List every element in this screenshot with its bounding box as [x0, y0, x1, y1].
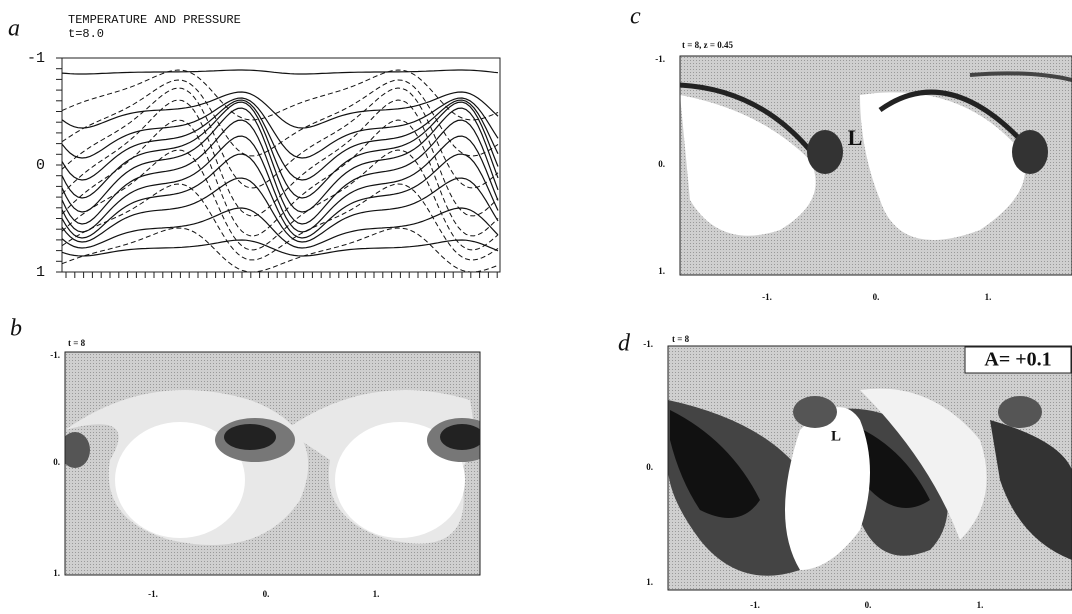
dashed-contour — [62, 99, 499, 217]
x-tick-label: 0. — [865, 600, 872, 610]
dashed-contour — [62, 69, 499, 121]
solid-contour — [62, 153, 499, 239]
x-tick-label: 0. — [263, 589, 270, 599]
x-tick-label: -1. — [148, 589, 158, 599]
x-tick-label: -1. — [750, 600, 760, 610]
y-tick-label: 0 — [36, 157, 45, 174]
y-tick-label: -1. — [50, 350, 60, 360]
dashed-contour — [62, 183, 499, 261]
x-tick-label: 1. — [373, 589, 380, 599]
panel-letter: c — [630, 4, 641, 30]
y-tick-label: 1 — [36, 264, 45, 281]
x-tick-label: 1. — [977, 600, 984, 610]
panel-a: a TEMPERATURE AND PRESSURE t=8.0 -1 0 1 — [8, 13, 501, 281]
y-tick-label: 0. — [53, 457, 60, 467]
dashed-contour — [62, 227, 499, 272]
panel-subtitle: t=8.0 — [68, 27, 104, 41]
contours — [62, 69, 499, 272]
field — [680, 56, 1072, 275]
field — [65, 352, 480, 575]
dashed-contour — [62, 149, 499, 251]
x-tick-label: 0. — [873, 292, 880, 302]
field — [668, 346, 1072, 590]
solid-contour — [62, 119, 499, 225]
dashed-contour — [62, 79, 499, 157]
dashed-contour — [62, 119, 499, 237]
panel-letter: a — [8, 16, 20, 42]
y-tick-label: 1. — [658, 266, 665, 276]
x-tick-label: -1. — [762, 292, 772, 302]
solid-contour — [62, 99, 499, 181]
panel-title: TEMPERATURE AND PRESSURE — [68, 13, 241, 27]
solid-contour — [62, 177, 499, 243]
panel-d: d t = 8 A= +0.1 L -1. 0. 1. -1. 0. 1. — [618, 331, 1072, 610]
parameter-label: A= +0.1 — [984, 349, 1051, 371]
y-tick-label: 0. — [646, 462, 653, 472]
y-tick-label: 1. — [53, 568, 60, 578]
plot-frame — [61, 57, 501, 273]
y-tick-label: -1 — [27, 50, 45, 67]
panel-letter: b — [10, 316, 22, 342]
panel-subtitle: t = 8 — [68, 338, 86, 348]
solid-contour — [62, 239, 499, 257]
solid-contour — [62, 69, 499, 75]
solid-contour — [62, 135, 499, 233]
solid-contour — [62, 207, 499, 249]
x-tick-label: 1. — [985, 292, 992, 302]
solid-contour — [62, 91, 499, 129]
panel-b: b t = 8 -1. 0. 1. -1. 0. 1. — [10, 316, 481, 599]
panel-subtitle: t = 8, z = 0.45 — [682, 40, 733, 50]
annotation: L — [831, 428, 841, 444]
y-tick-label: -1. — [643, 339, 653, 349]
dashed-contour — [62, 87, 499, 189]
panel-letter: d — [618, 331, 631, 357]
y-tick-label: -1. — [655, 54, 665, 64]
panel-subtitle: t = 8 — [672, 334, 690, 344]
y-tick-label: 1. — [646, 577, 653, 587]
solid-contour — [62, 107, 499, 213]
annotation: L — [848, 125, 863, 150]
panel-c: c t = 8, z = 0.45 L -1. 0. 1. -1. 0. 1. — [630, 4, 1072, 302]
y-tick-label: 0. — [658, 159, 665, 169]
tick-marks — [56, 57, 498, 278]
